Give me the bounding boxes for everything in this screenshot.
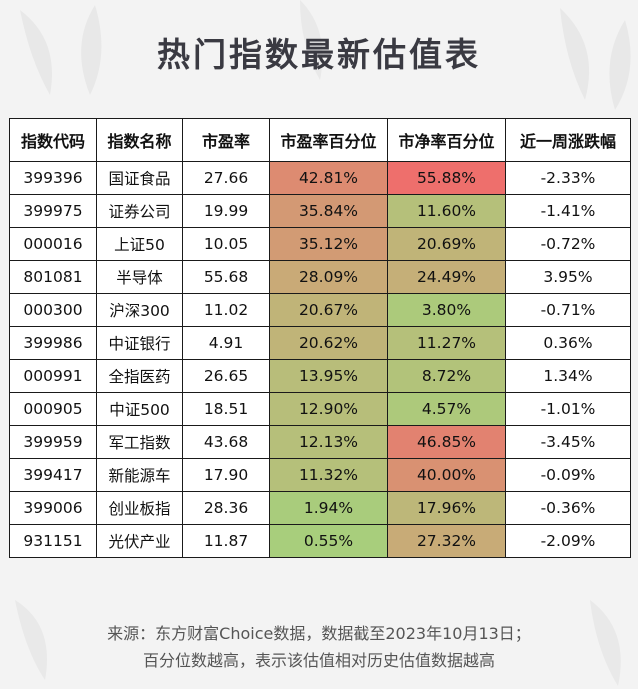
- weekly-change: -0.36%: [505, 491, 631, 525]
- index-name: 半导体: [96, 260, 183, 294]
- pe-percentile: 12.90%: [269, 392, 388, 426]
- pe-value: 11.87: [182, 524, 270, 558]
- index-name: 沪深300: [96, 293, 183, 327]
- weekly-change: -3.45%: [505, 425, 631, 459]
- pb-percentile: 20.69%: [387, 227, 506, 261]
- source-note: 来源：东方财富Choice数据，数据截至2023年10月13日； 百分位数越高，…: [0, 620, 638, 674]
- header-code: 指数代码: [9, 118, 97, 162]
- pb-percentile: 11.27%: [387, 326, 506, 360]
- index-code: 801081: [9, 260, 97, 294]
- pe-value: 4.91: [182, 326, 270, 360]
- pe-percentile: 42.81%: [269, 161, 388, 195]
- table-row: 000016 上证50 10.05 35.12% 20.69% -0.72%: [9, 227, 631, 261]
- pb-percentile: 46.85%: [387, 425, 506, 459]
- table-row: 000991 全指医药 26.65 13.95% 8.72% 1.34%: [9, 359, 631, 393]
- table-row: 399986 中证银行 4.91 20.62% 11.27% 0.36%: [9, 326, 631, 360]
- pe-percentile: 20.62%: [269, 326, 388, 360]
- table-row: 399396 国证食品 27.66 42.81% 55.88% -2.33%: [9, 161, 631, 195]
- table-row: 399006 创业板指 28.36 1.94% 17.96% -0.36%: [9, 491, 631, 525]
- valuation-table: 指数代码 指数名称 市盈率 市盈率百分位 市净率百分位 近一周涨跌幅 39939…: [9, 118, 631, 558]
- pe-value: 18.51: [182, 392, 270, 426]
- weekly-change: -0.09%: [505, 458, 631, 492]
- source-line: 来源：东方财富Choice数据，数据截至2023年10月13日；: [107, 624, 531, 643]
- pb-percentile: 40.00%: [387, 458, 506, 492]
- index-name: 中证银行: [96, 326, 183, 360]
- index-code: 399959: [9, 425, 97, 459]
- index-code: 399975: [9, 194, 97, 228]
- header-pe-percentile: 市盈率百分位: [269, 118, 388, 162]
- table-row: 399975 证券公司 19.99 35.84% 11.60% -1.41%: [9, 194, 631, 228]
- table-header-row: 指数代码 指数名称 市盈率 市盈率百分位 市净率百分位 近一周涨跌幅: [9, 118, 631, 162]
- pe-value: 28.36: [182, 491, 270, 525]
- header-pe: 市盈率: [182, 118, 270, 162]
- pe-percentile: 13.95%: [269, 359, 388, 393]
- index-code: 931151: [9, 524, 97, 558]
- index-name: 上证50: [96, 227, 183, 261]
- table-row: 399959 军工指数 43.68 12.13% 46.85% -3.45%: [9, 425, 631, 459]
- pe-percentile: 28.09%: [269, 260, 388, 294]
- index-code: 000991: [9, 359, 97, 393]
- pb-percentile: 11.60%: [387, 194, 506, 228]
- weekly-change: 3.95%: [505, 260, 631, 294]
- pe-percentile: 1.94%: [269, 491, 388, 525]
- index-code: 000300: [9, 293, 97, 327]
- weekly-change: -1.01%: [505, 392, 631, 426]
- index-code: 399006: [9, 491, 97, 525]
- pb-percentile: 8.72%: [387, 359, 506, 393]
- index-code: 399417: [9, 458, 97, 492]
- pe-percentile: 11.32%: [269, 458, 388, 492]
- weekly-change: -2.33%: [505, 161, 631, 195]
- pe-value: 55.68: [182, 260, 270, 294]
- weekly-change: -0.72%: [505, 227, 631, 261]
- header-name: 指数名称: [96, 118, 183, 162]
- pb-percentile: 27.32%: [387, 524, 506, 558]
- weekly-change: -1.41%: [505, 194, 631, 228]
- pe-value: 17.90: [182, 458, 270, 492]
- index-code: 399986: [9, 326, 97, 360]
- pe-value: 26.65: [182, 359, 270, 393]
- pe-percentile: 12.13%: [269, 425, 388, 459]
- index-name: 军工指数: [96, 425, 183, 459]
- table-row: 000905 中证500 18.51 12.90% 4.57% -1.01%: [9, 392, 631, 426]
- index-name: 光伏产业: [96, 524, 183, 558]
- pe-value: 19.99: [182, 194, 270, 228]
- weekly-change: -2.09%: [505, 524, 631, 558]
- index-name: 创业板指: [96, 491, 183, 525]
- index-name: 新能源车: [96, 458, 183, 492]
- pe-percentile: 35.84%: [269, 194, 388, 228]
- index-code: 399396: [9, 161, 97, 195]
- table-row: 931151 光伏产业 11.87 0.55% 27.32% -2.09%: [9, 524, 631, 558]
- percentile-explanation: 百分位数越高，表示该估值相对历史估值数据越高: [142, 651, 495, 670]
- table-row: 399417 新能源车 17.90 11.32% 40.00% -0.09%: [9, 458, 631, 492]
- pb-percentile: 3.80%: [387, 293, 506, 327]
- pb-percentile: 55.88%: [387, 161, 506, 195]
- page-title: 热门指数最新估值表: [157, 35, 481, 74]
- pe-value: 10.05: [182, 227, 270, 261]
- weekly-change: 0.36%: [505, 326, 631, 360]
- pb-percentile: 17.96%: [387, 491, 506, 525]
- header-weekly-change: 近一周涨跌幅: [505, 118, 631, 162]
- pb-percentile: 24.49%: [387, 260, 506, 294]
- pe-percentile: 35.12%: [269, 227, 388, 261]
- pe-value: 43.68: [182, 425, 270, 459]
- pe-value: 27.66: [182, 161, 270, 195]
- index-code: 000905: [9, 392, 97, 426]
- header-pb-percentile: 市净率百分位: [387, 118, 506, 162]
- index-name: 国证食品: [96, 161, 183, 195]
- pe-percentile: 20.67%: [269, 293, 388, 327]
- weekly-change: -0.71%: [505, 293, 631, 327]
- index-name: 证券公司: [96, 194, 183, 228]
- table-row: 801081 半导体 55.68 28.09% 24.49% 3.95%: [9, 260, 631, 294]
- weekly-change: 1.34%: [505, 359, 631, 393]
- pe-percentile: 0.55%: [269, 524, 388, 558]
- pe-value: 11.02: [182, 293, 270, 327]
- index-name: 中证500: [96, 392, 183, 426]
- index-code: 000016: [9, 227, 97, 261]
- pb-percentile: 4.57%: [387, 392, 506, 426]
- index-name: 全指医药: [96, 359, 183, 393]
- table-row: 000300 沪深300 11.02 20.67% 3.80% -0.71%: [9, 293, 631, 327]
